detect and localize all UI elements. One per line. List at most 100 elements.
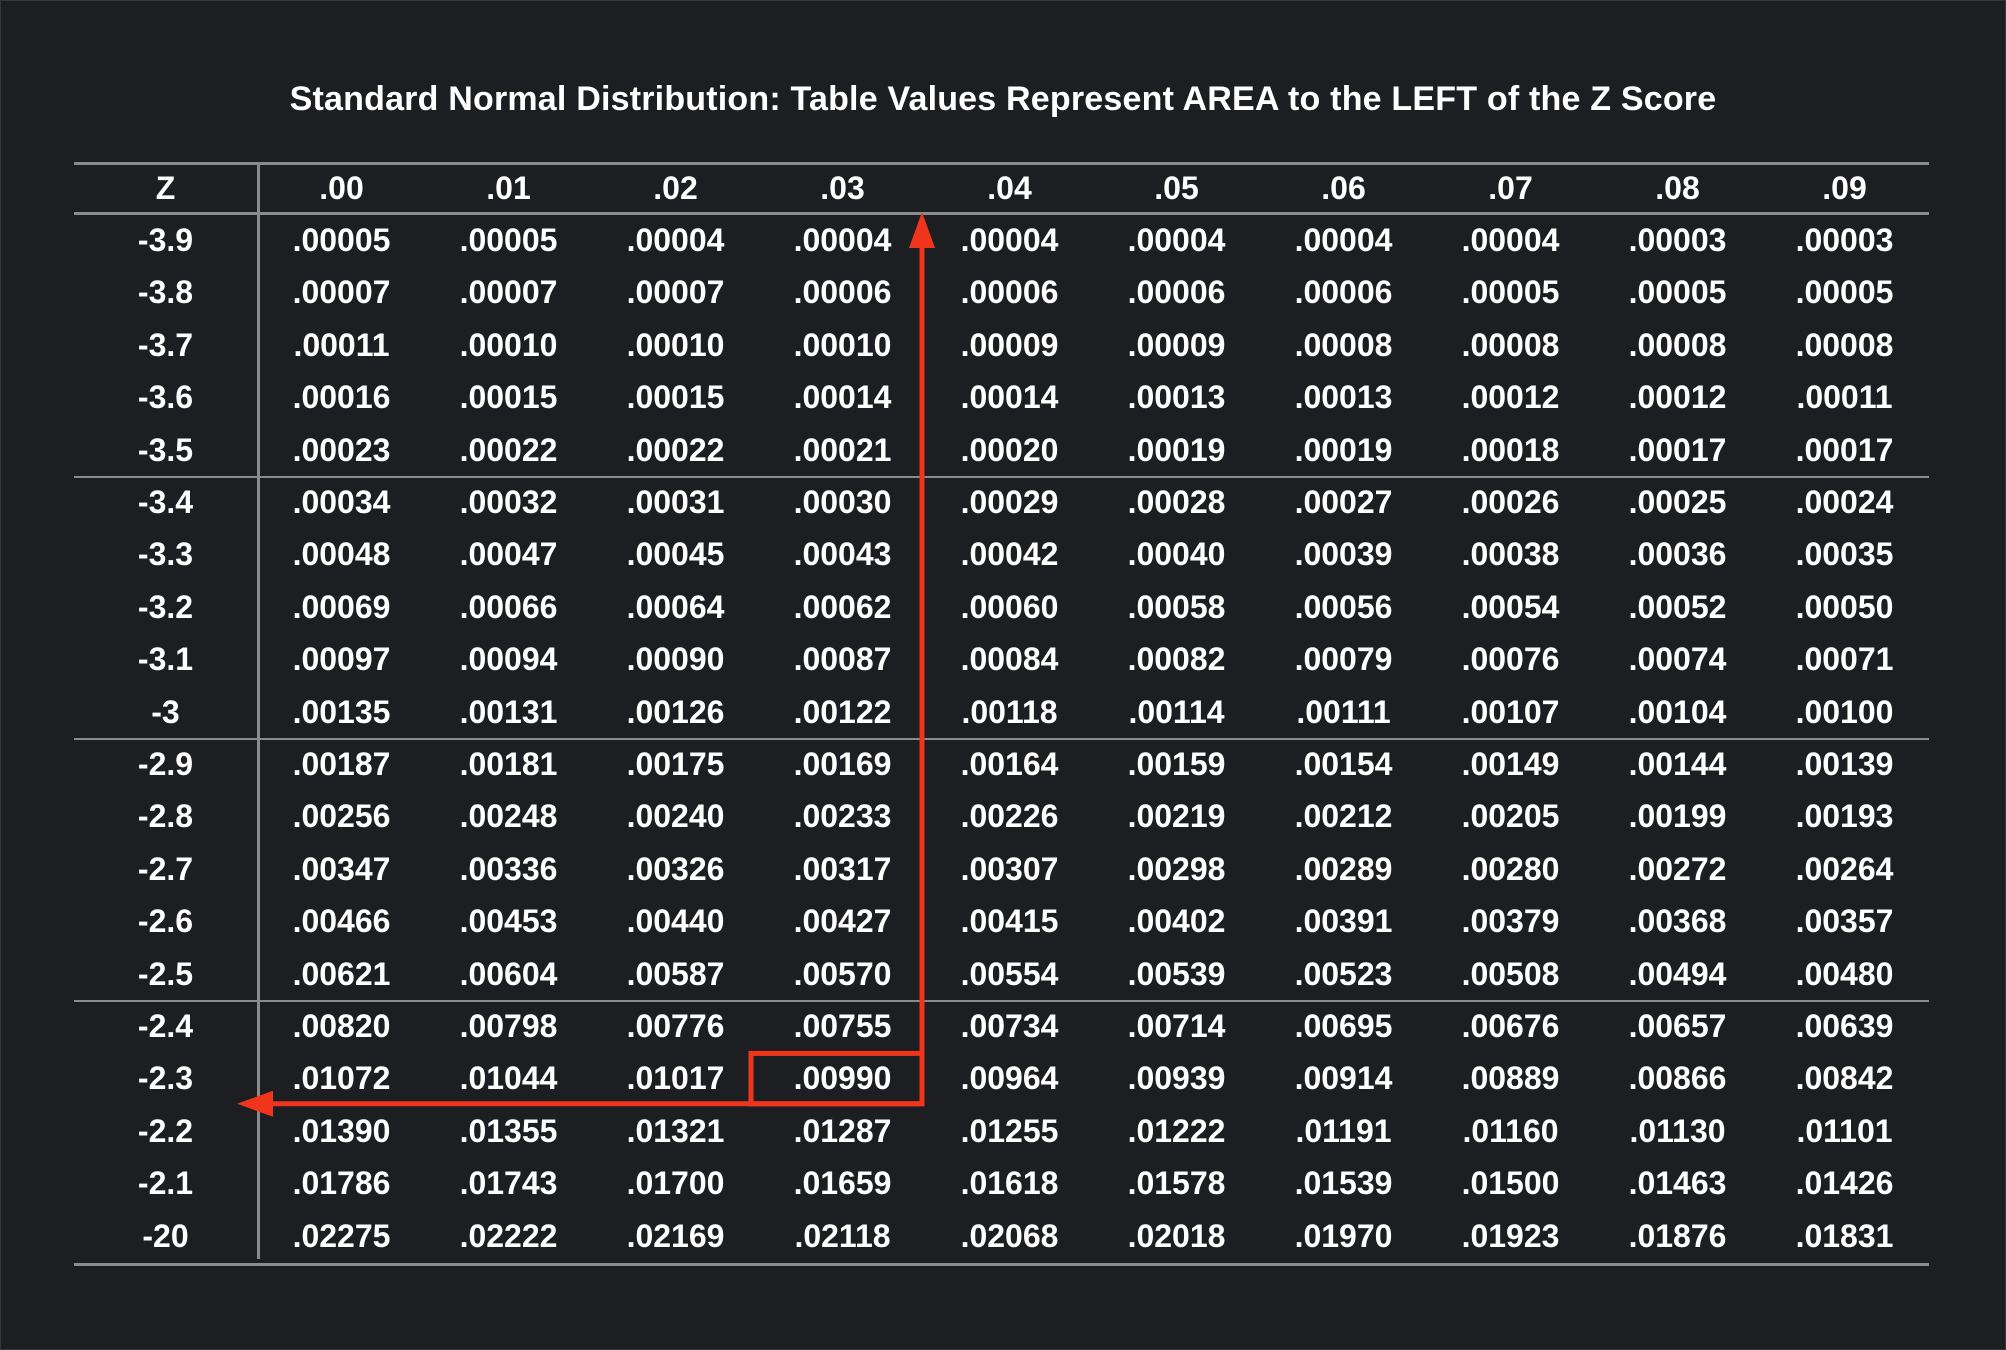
table-cell: .00990: [793, 1060, 892, 1097]
table-cell: .00264: [1795, 850, 1894, 887]
table-cell: .00017: [1795, 431, 1894, 468]
table-bottom-rule: [74, 1263, 1929, 1266]
table-cell: .00494: [1628, 955, 1727, 992]
table-cell: .00013: [1294, 379, 1393, 416]
table-cell: .00030: [793, 484, 892, 520]
group-separator: [74, 1000, 1929, 1002]
z-row-label: -2.8: [137, 798, 194, 835]
table-cell: .01072: [292, 1060, 391, 1097]
table-cell: .00019: [1127, 431, 1226, 468]
table-cell: .00126: [626, 693, 725, 730]
table-cell: .00007: [459, 274, 558, 311]
table-cell: .00240: [626, 798, 725, 835]
z-column-divider: [257, 162, 260, 1259]
z-row-label: -3.6: [137, 379, 194, 416]
table-cell: .00964: [960, 1060, 1059, 1097]
table-cell: .00111: [1296, 693, 1391, 730]
table-cell: .00076: [1461, 641, 1560, 678]
z-row-label: -3.7: [137, 326, 194, 363]
table-cell: .00005: [459, 222, 558, 258]
table-cell: .00003: [1628, 222, 1727, 258]
z-row-label: -3.1: [137, 641, 194, 678]
table-cell: .00004: [1461, 222, 1560, 258]
arrow-left-icon: [237, 1090, 273, 1117]
table-cell: .00480: [1795, 955, 1894, 992]
table-cell: .00205: [1461, 798, 1560, 835]
table-cell: .00064: [626, 588, 725, 625]
table-cell: .01500: [1461, 1165, 1560, 1202]
table-cell: .00368: [1628, 903, 1727, 940]
table-cell: .00047: [459, 536, 558, 573]
table-cell: .00008: [1294, 326, 1393, 363]
table-cell: .00023: [292, 431, 391, 468]
table-cell: .00466: [292, 903, 391, 940]
table-cell: .01700: [626, 1165, 725, 1202]
table-cell: .01255: [960, 1112, 1059, 1149]
table-cell: .00029: [960, 484, 1059, 520]
table-cell: .00248: [459, 798, 558, 835]
table-cell: .00889: [1461, 1060, 1560, 1097]
z-row-label: -3.9: [137, 222, 194, 258]
table-cell: .00052: [1628, 588, 1727, 625]
table-cell: .00039: [1294, 536, 1393, 573]
z-row-label: -2.9: [137, 746, 194, 782]
highlight-box: [748, 1050, 925, 1107]
header-column: .09: [1822, 170, 1867, 206]
header-column: .00: [319, 170, 364, 206]
table-cell: .00842: [1795, 1060, 1894, 1097]
table-cell: .00159: [1127, 746, 1226, 782]
table-cell: .00181: [459, 746, 558, 782]
table-cell: .02018: [1127, 1217, 1226, 1254]
table-cell: .00149: [1461, 746, 1560, 782]
header-bottom-rule: [74, 212, 1929, 215]
table-cell: .00144: [1628, 746, 1727, 782]
z-row-label: -2.4: [137, 1008, 194, 1044]
header-column: .07: [1488, 170, 1533, 206]
z-row-label: -2.6: [137, 903, 194, 940]
table-cell: .00084: [960, 641, 1059, 678]
z-row-label: -2.7: [137, 850, 194, 887]
table-cell: .00042: [960, 536, 1059, 573]
z-row-label: -2.2: [137, 1112, 194, 1149]
page-title: Standard Normal Distribution: Table Valu…: [289, 80, 1717, 118]
table-cell: .00050: [1795, 588, 1894, 625]
table-cell: .00219: [1127, 798, 1226, 835]
table-cell: .00021: [793, 431, 892, 468]
table-cell: .00006: [1294, 274, 1393, 311]
table-cell: .00004: [793, 222, 892, 258]
table-cell: .01618: [960, 1165, 1059, 1202]
table-cell: .00379: [1461, 903, 1560, 940]
table-cell: .00289: [1294, 850, 1393, 887]
table-cell: .00164: [960, 746, 1059, 782]
table-cell: .00025: [1628, 484, 1727, 520]
table-cell: .00005: [292, 222, 391, 258]
z-row-label: -20: [142, 1217, 189, 1254]
table-cell: .00639: [1795, 1008, 1894, 1044]
header-column: .03: [820, 170, 865, 206]
table-cell: .00012: [1461, 379, 1560, 416]
table-cell: .00074: [1628, 641, 1727, 678]
table-cell: .02275: [292, 1217, 391, 1254]
table-cell: .00199: [1628, 798, 1727, 835]
table-cell: .01287: [793, 1112, 892, 1149]
table-cell: .00256: [292, 798, 391, 835]
group-separator: [74, 476, 1929, 478]
table-cell: .00326: [626, 850, 725, 887]
table-cell: .01831: [1795, 1217, 1894, 1254]
table-cell: .00007: [626, 274, 725, 311]
table-cell: .00695: [1294, 1008, 1393, 1044]
table-cell: .00006: [1127, 274, 1226, 311]
table-cell: .02068: [960, 1217, 1059, 1254]
table-cell: .00004: [1127, 222, 1226, 258]
z-row-label: -3: [151, 693, 180, 730]
table-cell: .00347: [292, 850, 391, 887]
table-cell: .00508: [1461, 955, 1560, 992]
header-column: .06: [1321, 170, 1366, 206]
table-cell: .00056: [1294, 588, 1393, 625]
table-cell: .01970: [1294, 1217, 1393, 1254]
table-cell: .00010: [626, 326, 725, 363]
table-cell: .01876: [1628, 1217, 1727, 1254]
table-cell: .00005: [1461, 274, 1560, 311]
table-cell: .00193: [1795, 798, 1894, 835]
